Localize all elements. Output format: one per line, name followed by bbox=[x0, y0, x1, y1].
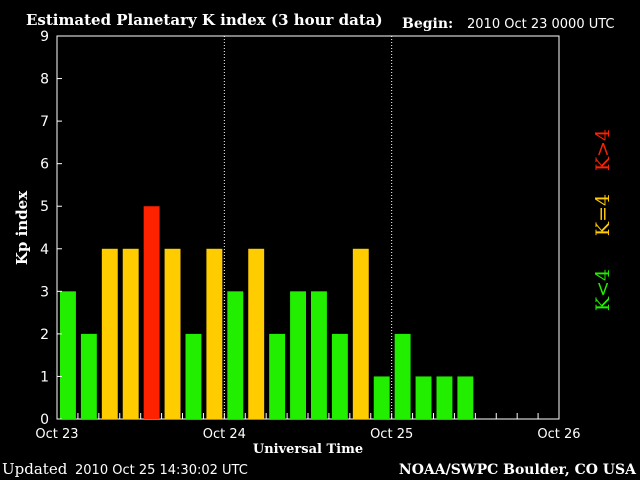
legend-high: K>4 bbox=[592, 129, 614, 171]
y-tick-label: 4 bbox=[40, 242, 49, 258]
legend-low: K<4 bbox=[592, 269, 614, 311]
y-tick-label: 9 bbox=[40, 29, 49, 45]
data-source: NOAA/SWPC Boulder, CO USA bbox=[399, 462, 637, 478]
y-tick-label: 8 bbox=[40, 72, 49, 88]
y-tick-label: 1 bbox=[40, 369, 49, 385]
kp-bar bbox=[60, 291, 76, 419]
kp-bar bbox=[394, 333, 411, 419]
kp-bar bbox=[185, 333, 202, 419]
x-ticks bbox=[77, 413, 539, 419]
y-tick-label: 3 bbox=[40, 284, 49, 300]
bars bbox=[60, 206, 474, 419]
kp-bar bbox=[290, 291, 306, 419]
x-day-label: Oct 26 bbox=[537, 427, 580, 442]
legend-equal: K=4 bbox=[592, 194, 614, 236]
y-tick-label: 2 bbox=[40, 327, 49, 343]
kp-bar bbox=[101, 248, 118, 419]
kp-bar bbox=[373, 376, 390, 419]
plot-area: 0 1 2 3 4 5 6 7 8 9 Oct 23 Oct 24 Oct 25 Oct 26 bbox=[35, 29, 580, 442]
kp-bar bbox=[415, 376, 432, 419]
x-day-label: Oct 23 bbox=[35, 427, 78, 442]
kp-bar bbox=[269, 333, 286, 419]
y-tick-label: 0 bbox=[40, 412, 49, 428]
updated-label: Updated bbox=[2, 460, 68, 478]
kp-bar bbox=[80, 333, 97, 419]
y-tick-label: 5 bbox=[40, 199, 49, 215]
x-axis-day-labels: Oct 23 Oct 24 Oct 25 Oct 26 bbox=[35, 427, 580, 442]
y-tick-label: 6 bbox=[40, 157, 49, 173]
kp-bar bbox=[122, 248, 139, 419]
kp-bar bbox=[206, 248, 223, 419]
kp-bar bbox=[248, 248, 265, 419]
y-tick-label: 7 bbox=[40, 114, 49, 130]
kp-bar bbox=[311, 291, 327, 419]
kp-bar bbox=[436, 376, 453, 419]
x-axis-label: Universal Time bbox=[253, 442, 363, 457]
x-day-label: Oct 25 bbox=[370, 427, 413, 442]
kp-bar bbox=[143, 206, 160, 419]
kp-bar bbox=[331, 333, 348, 419]
begin-value: 2010 Oct 23 0000 UTC bbox=[467, 17, 615, 32]
y-axis-label: Kp index bbox=[13, 190, 31, 265]
chart-title: Estimated Planetary K index (3 hour data… bbox=[26, 11, 383, 29]
y-axis-ticks: 0 1 2 3 4 5 6 7 8 9 bbox=[40, 29, 62, 428]
kp-bar bbox=[457, 376, 474, 419]
x-day-label: Oct 24 bbox=[203, 427, 246, 442]
updated-value: 2010 Oct 25 14:30:02 UTC bbox=[75, 463, 248, 478]
day-separators bbox=[223, 36, 393, 419]
begin-label: Begin: bbox=[402, 16, 453, 32]
kp-bar bbox=[227, 291, 244, 419]
kp-bar bbox=[164, 248, 181, 419]
kp-bar bbox=[352, 248, 369, 419]
legend: K<4 K=4 K>4 bbox=[592, 129, 614, 311]
